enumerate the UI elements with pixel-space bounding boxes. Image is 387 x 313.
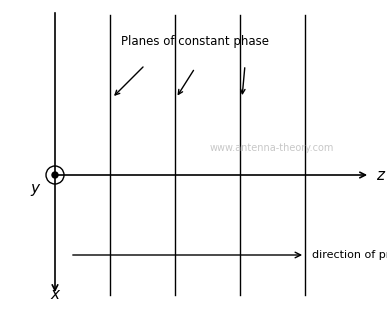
Text: y: y (31, 181, 39, 196)
Text: Planes of constant phase: Planes of constant phase (121, 35, 269, 48)
Text: x: x (50, 287, 60, 302)
Text: z: z (376, 167, 384, 182)
Text: direction of propagation: direction of propagation (312, 250, 387, 260)
Circle shape (52, 172, 58, 178)
Text: www.antenna-theory.com: www.antenna-theory.com (210, 143, 334, 153)
